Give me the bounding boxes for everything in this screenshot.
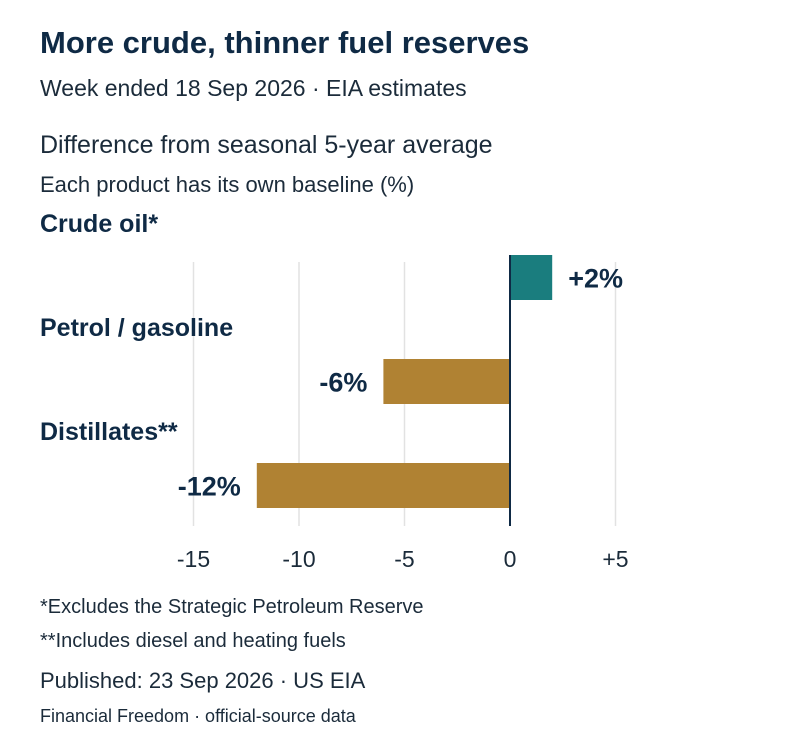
bar-chart: Crude oil* Petrol / gasoline Distillates**… [40,210,629,572]
category-label: Crude oil* [40,210,158,238]
category-labels: Crude oil* Petrol / gasoline Distillates** [40,210,233,446]
category-label: Distillates** [40,418,178,446]
x-tick-label: 0 [504,546,517,572]
bar [383,359,510,404]
footnote-distillates: **Includes diesel and heating fuels [40,630,346,652]
chart-description: Difference from seasonal 5-year average [40,131,493,159]
bar [256,463,510,508]
chart-description-sub: Each product has its own baseline (%) [40,172,415,197]
x-tick-label: -10 [282,546,315,572]
footnote-crude: *Excludes the Strategic Petroleum Reserv… [40,596,424,618]
chart-subtitle: Week ended 18 Sep 2026 · EIA estimates [40,75,467,101]
source-line: Financial Freedom · official-source data [40,706,356,726]
published-line: Published: 23 Sep 2026 · US EIA [40,668,366,693]
x-tick-label: +5 [602,546,628,572]
value-labels: +2% -6% -12% [178,264,623,502]
value-label: -12% [178,472,241,502]
x-tick-label: -15 [177,546,210,572]
chart-title: More crude, thinner fuel reserves [40,25,530,60]
category-label: Petrol / gasoline [40,314,233,342]
x-axis-tick-labels: -15 -10 -5 0 +5 [177,546,629,572]
value-label: +2% [568,264,623,294]
x-tick-label: -5 [394,546,414,572]
value-label: -6% [319,368,367,398]
bar [510,255,553,300]
bars [256,255,553,508]
